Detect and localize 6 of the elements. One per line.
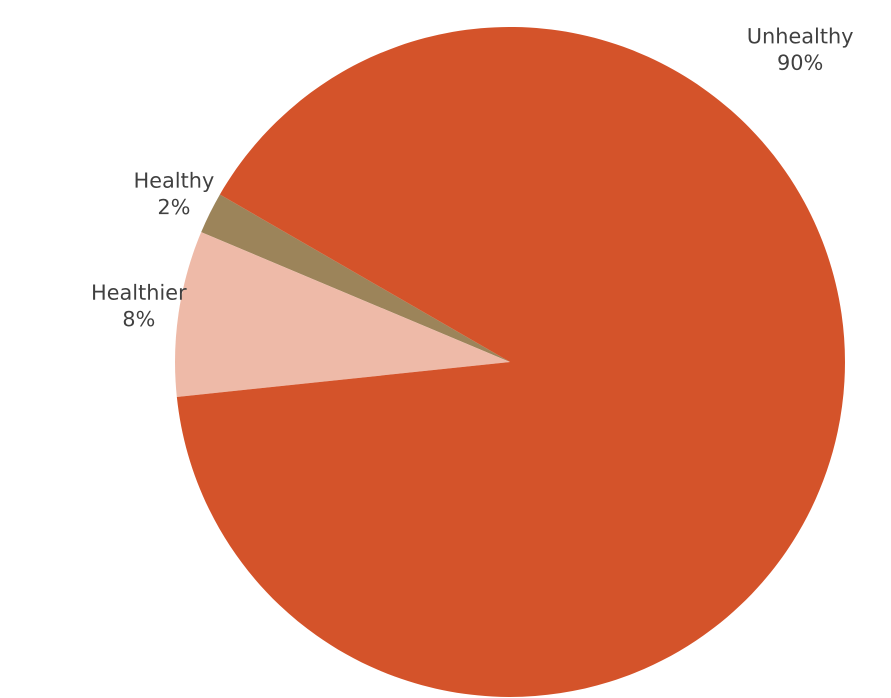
slice-label: Healthy <box>136 172 214 192</box>
data-label: 2% <box>158 198 190 214</box>
slice-label: Unhealthy <box>748 28 853 48</box>
slice-label: Healthier <box>93 284 187 300</box>
data-label: 8% <box>124 310 154 326</box>
data-label: 90% <box>778 54 822 70</box>
